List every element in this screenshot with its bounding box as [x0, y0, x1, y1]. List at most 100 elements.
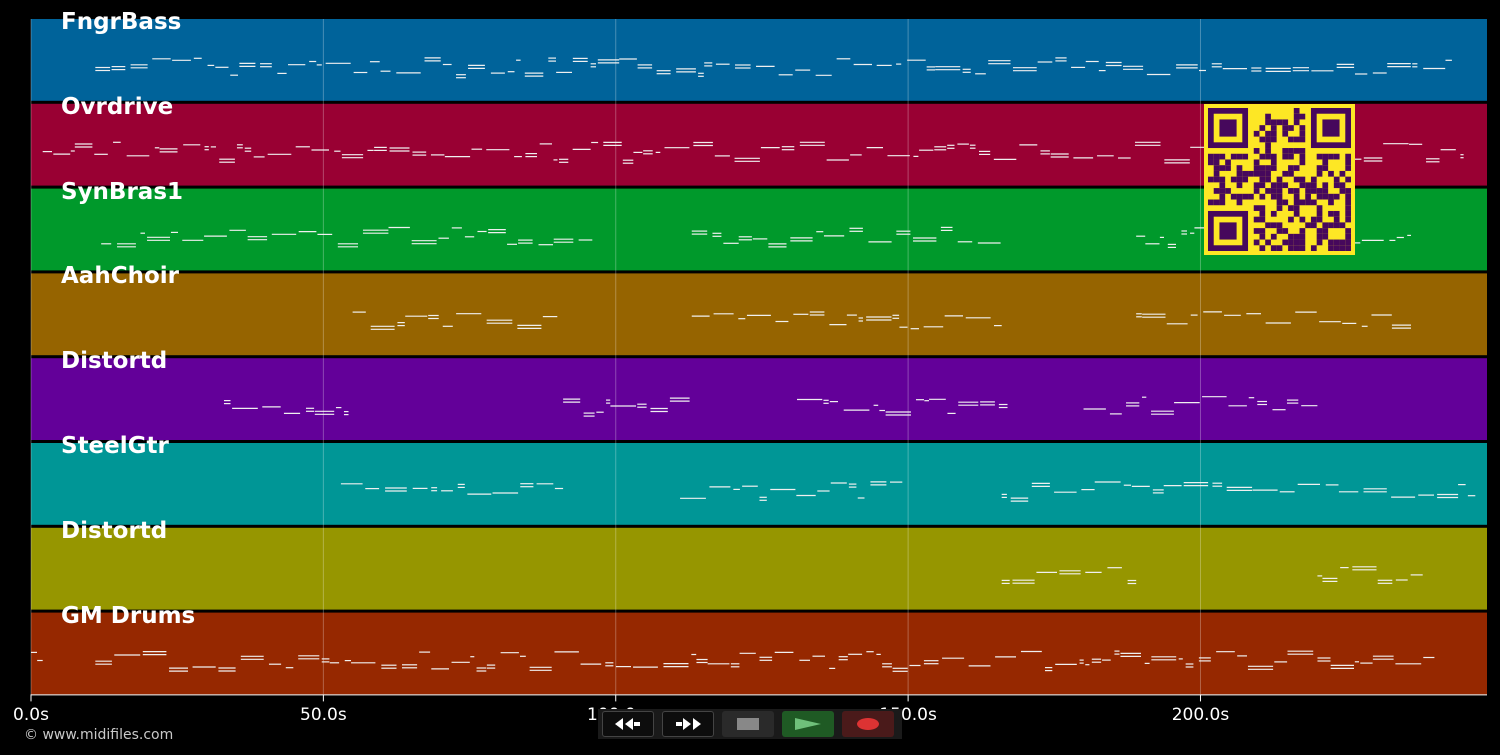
qr-module: [1316, 188, 1323, 194]
qr-module: [1288, 165, 1294, 171]
qr-module: [1265, 176, 1271, 183]
qr-module: [1259, 205, 1266, 211]
qr-module: [1276, 193, 1283, 200]
qr-module: [1236, 170, 1243, 177]
qr-module: [1293, 165, 1300, 171]
qr-module: [1213, 188, 1220, 194]
qr-module: [1248, 170, 1254, 177]
qr-module: [1345, 199, 1351, 206]
qr-module: [1345, 176, 1351, 183]
qr-module: [1259, 165, 1266, 171]
qr-module: [1270, 130, 1277, 137]
play-button[interactable]: [782, 711, 834, 737]
qr-module: [1288, 216, 1294, 223]
qr-module: [1276, 205, 1283, 211]
qr-module: [1282, 130, 1289, 137]
qr-module: [1208, 159, 1214, 166]
track-notes: [31, 650, 1435, 672]
qr-module: [1293, 205, 1300, 211]
track-label: SteelGtr: [61, 433, 169, 459]
qr-module: [1288, 170, 1294, 177]
qr-module: [1270, 125, 1277, 131]
qr-module: [1230, 193, 1237, 200]
qr-module: [1253, 130, 1260, 137]
qr-module: [1288, 153, 1294, 160]
qr-module: [1316, 216, 1323, 223]
qr-module: [1276, 245, 1283, 251]
qr-module: [1339, 245, 1346, 251]
qr-module: [1316, 239, 1323, 246]
qr-module: [1219, 188, 1226, 194]
qr-module: [1322, 228, 1329, 234]
qr-module: [1288, 148, 1294, 154]
track-lane: [31, 443, 1487, 525]
qr-module: [1236, 193, 1243, 200]
qr-module: [1299, 148, 1306, 154]
qr-module: [1345, 228, 1351, 234]
qr-module: [1328, 245, 1334, 251]
tick-label: 50.0s: [300, 705, 347, 725]
qr-module: [1265, 239, 1271, 246]
qr-module: [1293, 136, 1300, 143]
qr-module: [1253, 239, 1260, 246]
qr-module: [1322, 233, 1329, 240]
qr-module: [1265, 148, 1271, 154]
qr-module: [1282, 199, 1289, 206]
track-lane: [31, 358, 1487, 440]
qr-module: [1253, 216, 1260, 223]
qr-module: [1225, 188, 1231, 194]
qr-module: [1293, 176, 1300, 183]
qr-module: [1265, 222, 1271, 229]
qr-module: [1265, 119, 1271, 126]
qr-module: [1288, 136, 1294, 143]
qr-module: [1253, 188, 1260, 194]
stop-icon: [737, 718, 759, 730]
qr-module: [1253, 182, 1260, 189]
qr-module: [1299, 233, 1306, 240]
rewind-button[interactable]: [602, 711, 654, 737]
qr-module: [1219, 153, 1226, 160]
qr-module: [1213, 176, 1220, 183]
qr-module: [1328, 170, 1334, 177]
qr-module: [1345, 159, 1351, 166]
track-lane: [31, 273, 1487, 356]
qr-module: [1333, 182, 1340, 189]
qr-module: [1310, 199, 1317, 206]
qr-module: [1288, 205, 1294, 211]
qr-module: [1259, 153, 1266, 160]
qr-module: [1322, 222, 1329, 229]
qr-module: [1265, 136, 1271, 143]
qr-module: [1265, 113, 1271, 120]
qr-module: [1270, 210, 1277, 217]
qr-module: [1288, 239, 1294, 246]
track-label: Distortd: [61, 517, 168, 544]
qr-module: [1299, 239, 1306, 246]
qr-module: [1242, 176, 1249, 183]
qr-module: [1270, 188, 1277, 194]
qr-module: [1259, 136, 1266, 143]
track-notes: [223, 396, 1318, 417]
qr-module: [1293, 193, 1300, 200]
track-lane: [31, 527, 1487, 610]
rewind-icon: [615, 718, 640, 730]
qr-module: [1316, 210, 1323, 217]
qr-module: [1299, 199, 1306, 206]
qr-module: [1293, 148, 1300, 154]
qr-module: [1270, 136, 1277, 143]
record-button[interactable]: [842, 711, 894, 737]
qr-module: [1299, 216, 1306, 223]
qr-module: [1299, 136, 1306, 143]
qr-module: [1270, 159, 1277, 166]
qr-module: [1236, 199, 1243, 206]
qr-module: [1213, 199, 1220, 206]
qr-module: [1316, 170, 1323, 177]
stop-button[interactable]: [722, 711, 774, 737]
qr-module: [1265, 142, 1271, 149]
fast-forward-button[interactable]: [662, 711, 714, 737]
qr-module: [1242, 153, 1249, 160]
qr-finder: [1219, 119, 1237, 137]
qr-module: [1310, 176, 1317, 183]
qr-module: [1276, 182, 1283, 189]
qr-module: [1213, 170, 1220, 177]
transport-controls: [598, 709, 902, 739]
